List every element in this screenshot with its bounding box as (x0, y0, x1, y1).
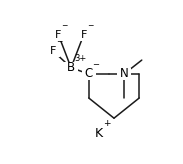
Text: +: + (103, 119, 110, 128)
Text: N: N (120, 67, 128, 81)
Text: C: C (85, 67, 93, 81)
Text: F: F (81, 30, 87, 40)
Text: −: − (57, 37, 63, 46)
Text: −: − (87, 21, 93, 30)
Text: 3+: 3+ (74, 54, 86, 63)
Text: −: − (62, 21, 68, 30)
Bar (77, 29, 91, 41)
Bar (82, 68, 96, 80)
Text: K: K (95, 127, 103, 140)
Text: −: − (92, 60, 99, 69)
Text: F: F (50, 46, 57, 56)
Bar (46, 45, 60, 57)
Text: B: B (67, 61, 75, 74)
Bar (51, 29, 65, 41)
Bar (117, 68, 131, 80)
Text: F: F (55, 30, 62, 40)
Bar (64, 62, 78, 74)
